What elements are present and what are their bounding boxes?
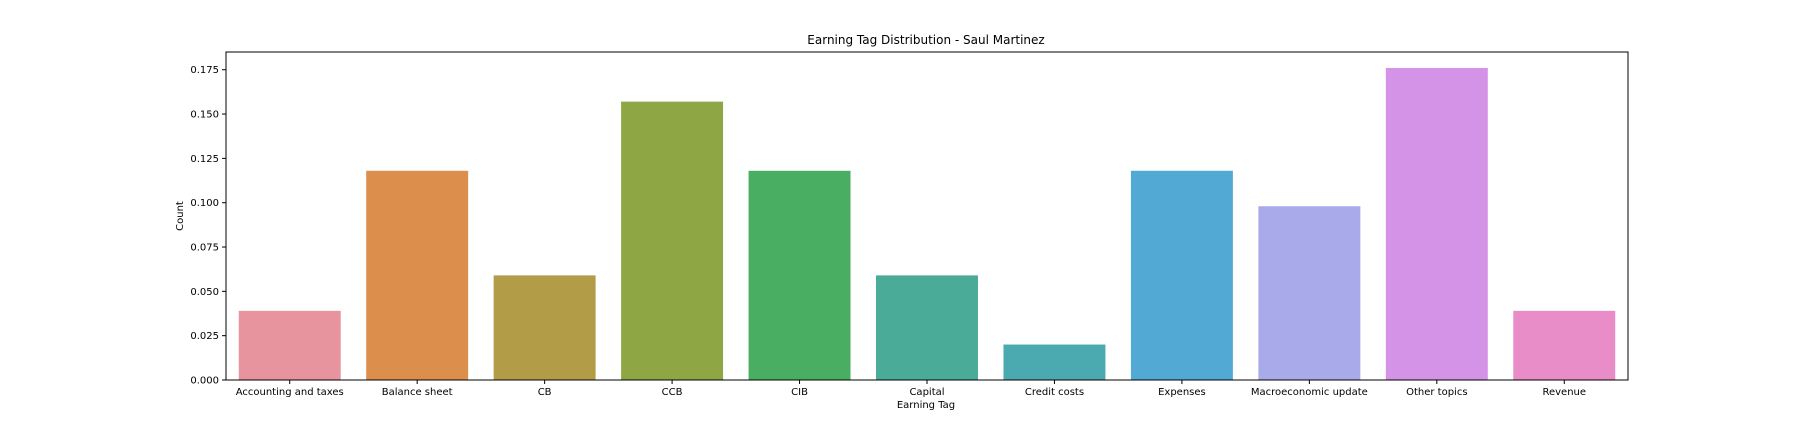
bar-0 bbox=[238, 310, 341, 380]
bar-6 bbox=[1003, 344, 1106, 380]
bar-10 bbox=[1513, 310, 1616, 380]
x-axis-label: Earning Tag bbox=[897, 400, 955, 411]
bar-8 bbox=[1258, 206, 1361, 380]
bar-2 bbox=[493, 275, 596, 380]
bar-7 bbox=[1130, 170, 1233, 380]
bar-4 bbox=[748, 170, 851, 380]
bar-5 bbox=[876, 275, 978, 380]
y-tick-label-2: 0.050 bbox=[190, 287, 219, 298]
chart-title: Earning Tag Distribution - Saul Martinez bbox=[807, 33, 1044, 47]
x-tick-label-2: CB bbox=[538, 387, 552, 398]
x-tick-label-6: Credit costs bbox=[1025, 387, 1084, 398]
y-tick-label-6: 0.150 bbox=[190, 110, 219, 121]
x-tick-label-1: Balance sheet bbox=[382, 387, 453, 398]
x-tick-label-10: Revenue bbox=[1542, 387, 1586, 398]
y-tick-label-1: 0.025 bbox=[190, 331, 219, 342]
x-tick-label-9: Other topics bbox=[1406, 387, 1467, 398]
x-tick-label-7: Expenses bbox=[1158, 387, 1206, 398]
x-tick-label-3: CCB bbox=[662, 387, 683, 398]
y-tick-label-0: 0.000 bbox=[190, 376, 219, 387]
y-tick-label-4: 0.100 bbox=[190, 198, 219, 209]
x-tick-label-4: CIB bbox=[791, 387, 808, 398]
bar-9 bbox=[1385, 67, 1488, 381]
bars bbox=[238, 67, 1616, 381]
x-tick-label-8: Macroeconomic update bbox=[1251, 387, 1368, 398]
x-axis-ticks: Accounting and taxes Balance sheet CB CCB CI… bbox=[236, 380, 1586, 398]
bar-3 bbox=[621, 101, 724, 380]
y-tick-label-7: 0.175 bbox=[190, 65, 219, 76]
x-tick-label-0: Accounting and taxes bbox=[236, 387, 344, 398]
y-axis-label: Count bbox=[175, 201, 186, 231]
bar-1 bbox=[366, 170, 469, 380]
y-axis-ticks: 0.000 0.025 0.050 0.075 0.100 0.125 0.150 0.175 bbox=[190, 65, 226, 387]
x-tick-label-5: Capital bbox=[909, 387, 944, 398]
y-tick-label-3: 0.075 bbox=[190, 243, 219, 254]
y-tick-label-5: 0.125 bbox=[190, 154, 219, 165]
